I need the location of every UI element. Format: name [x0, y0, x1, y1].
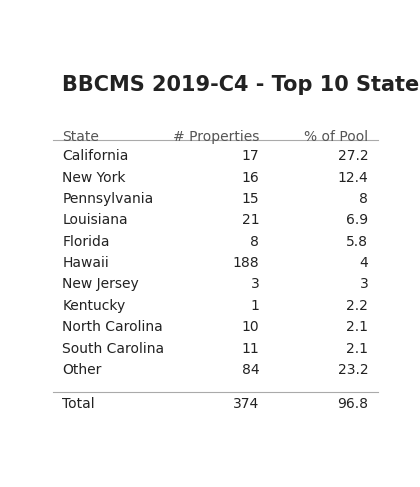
Text: 96.8: 96.8	[337, 397, 368, 412]
Text: State: State	[62, 130, 99, 144]
Text: 21: 21	[241, 213, 259, 227]
Text: 23.2: 23.2	[338, 363, 368, 377]
Text: 3: 3	[360, 278, 368, 291]
Text: Pennsylvania: Pennsylvania	[62, 192, 154, 206]
Text: BBCMS 2019-C4 - Top 10 States: BBCMS 2019-C4 - Top 10 States	[62, 75, 420, 95]
Text: 17: 17	[241, 149, 259, 163]
Text: 188: 188	[233, 256, 259, 270]
Text: 6.9: 6.9	[346, 213, 368, 227]
Text: Other: Other	[62, 363, 102, 377]
Text: 84: 84	[241, 363, 259, 377]
Text: Hawaii: Hawaii	[62, 256, 109, 270]
Text: Total: Total	[62, 397, 95, 412]
Text: Kentucky: Kentucky	[62, 299, 126, 313]
Text: 8: 8	[360, 192, 368, 206]
Text: 1: 1	[250, 299, 259, 313]
Text: 5.8: 5.8	[346, 235, 368, 249]
Text: New York: New York	[62, 170, 126, 185]
Text: 8: 8	[250, 235, 259, 249]
Text: Louisiana: Louisiana	[62, 213, 128, 227]
Text: 12.4: 12.4	[338, 170, 368, 185]
Text: 374: 374	[233, 397, 259, 412]
Text: California: California	[62, 149, 129, 163]
Text: 27.2: 27.2	[338, 149, 368, 163]
Text: 11: 11	[241, 341, 259, 356]
Text: 16: 16	[241, 170, 259, 185]
Text: % of Pool: % of Pool	[304, 130, 368, 144]
Text: 3: 3	[250, 278, 259, 291]
Text: 2.1: 2.1	[346, 341, 368, 356]
Text: 2.2: 2.2	[346, 299, 368, 313]
Text: Florida: Florida	[62, 235, 110, 249]
Text: North Carolina: North Carolina	[62, 320, 163, 334]
Text: # Properties: # Properties	[173, 130, 259, 144]
Text: 10: 10	[241, 320, 259, 334]
Text: 15: 15	[241, 192, 259, 206]
Text: 2.1: 2.1	[346, 320, 368, 334]
Text: South Carolina: South Carolina	[62, 341, 164, 356]
Text: 4: 4	[360, 256, 368, 270]
Text: New Jersey: New Jersey	[62, 278, 139, 291]
